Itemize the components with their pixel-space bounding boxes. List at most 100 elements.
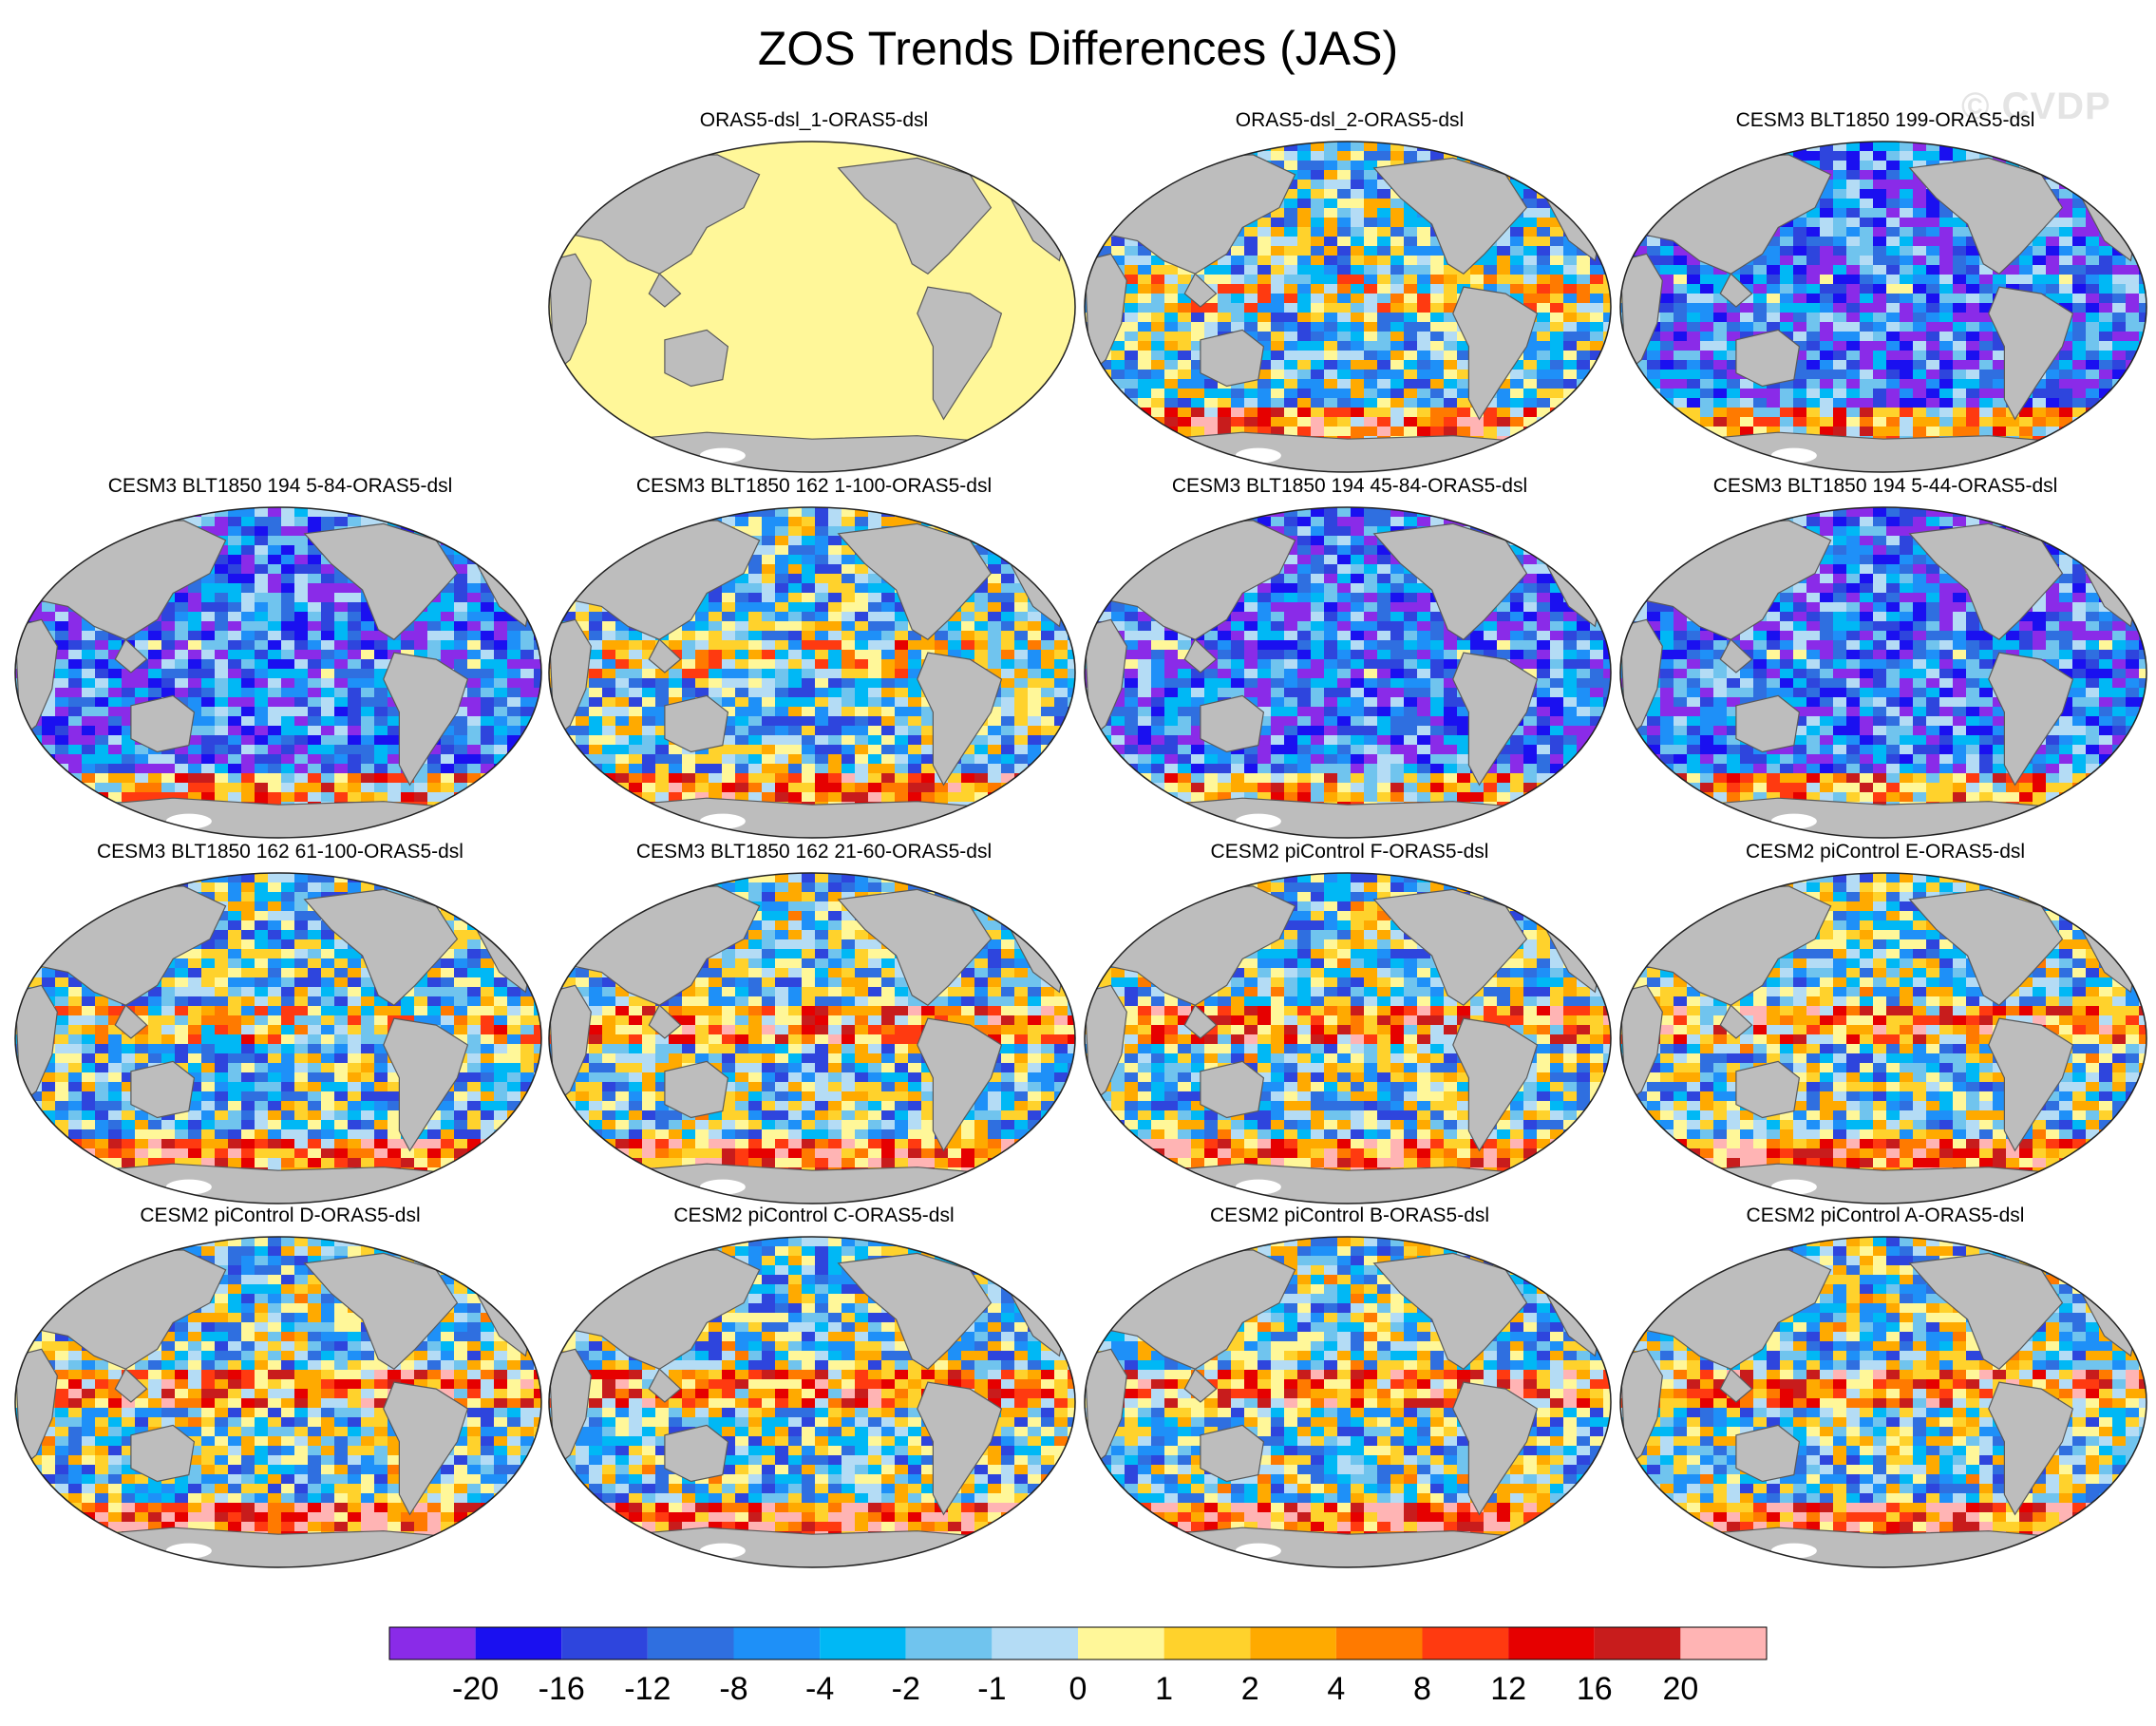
map-border — [1084, 1236, 1612, 1568]
panel-title: CESM2 piControl C-ORAS5-dsl — [673, 1204, 955, 1226]
panel-title: CESM3 BLT1850 194 5-44-ORAS5-dsl — [1712, 475, 2058, 497]
colorbar-tick-label: 1 — [1155, 1671, 1173, 1707]
map-panel: CESM2 piControl A-ORAS5-dsl — [1618, 1204, 2152, 1568]
world-map — [14, 506, 542, 839]
map-border — [14, 872, 542, 1204]
map-panel: CESM3 BLT1850 194 5-44-ORAS5-dsl — [1618, 475, 2152, 839]
map-border — [1619, 872, 2147, 1204]
land-mass — [1452, 1017, 1539, 1152]
colorbar-frame — [388, 1626, 1768, 1660]
land-mass — [1908, 522, 2064, 640]
land-mass — [1735, 694, 1801, 753]
world-map — [548, 141, 1076, 473]
map-border — [1619, 141, 2147, 473]
world-map — [14, 1236, 542, 1568]
map-panel: CESM3 BLT1850 194 5-84-ORAS5-dsl — [13, 475, 547, 839]
colorbar-swatch — [475, 1627, 562, 1660]
map-panel: CESM3 BLT1850 194 45-84-ORAS5-dsl — [1083, 475, 1617, 839]
colorbar-tick-label: -16 — [539, 1671, 585, 1707]
land-mass — [114, 638, 148, 673]
map-panel: CESM2 piControl F-ORAS5-dsl — [1083, 841, 1617, 1204]
land-mass — [1908, 157, 2064, 275]
map-panel: ORAS5-dsl_2-ORAS5-dsl — [1083, 109, 1617, 473]
map-panel: ORAS5-dsl_1-ORAS5-dsl — [547, 109, 1081, 473]
map-border — [1084, 506, 1612, 839]
land-mass — [130, 694, 196, 753]
land-mass — [1183, 638, 1218, 673]
land-mass — [1372, 157, 1528, 275]
colorbar-tick-label: 20 — [1662, 1671, 1698, 1707]
map-border — [1084, 141, 1612, 473]
colorbar-swatch — [992, 1627, 1078, 1660]
land-mass — [1988, 1381, 2074, 1516]
land-mass — [303, 1252, 459, 1370]
land-mass — [1719, 1368, 1753, 1403]
land-mass — [648, 638, 682, 673]
colorbar-tick-label: 4 — [1327, 1671, 1345, 1707]
land-mass — [114, 1368, 148, 1403]
land-mass — [383, 652, 469, 787]
world-map — [1084, 506, 1612, 839]
land-mass — [1988, 652, 2074, 787]
land-mass — [130, 1060, 196, 1119]
land-mass — [1988, 1017, 2074, 1152]
land-mass — [1719, 638, 1753, 673]
map-panel: CESM3 BLT1850 199-ORAS5-dsl — [1618, 109, 2152, 473]
land-mass — [664, 329, 729, 388]
land-mass — [1183, 1368, 1218, 1403]
land-mass — [837, 888, 993, 1006]
land-mass — [130, 1424, 196, 1483]
land-mass — [1735, 1060, 1801, 1119]
colorbar-tick-label: -20 — [452, 1671, 499, 1707]
land-mass — [917, 1381, 1003, 1516]
colorbar-swatch — [1078, 1627, 1164, 1660]
world-map — [548, 1236, 1076, 1568]
colorbar-tick-label: 8 — [1413, 1671, 1431, 1707]
colorbar-swatch — [647, 1627, 734, 1660]
world-map — [1084, 141, 1612, 473]
panel-title: ORAS5-dsl_2-ORAS5-dsl — [1235, 109, 1465, 131]
land-mass — [664, 1424, 729, 1483]
map-border — [548, 506, 1076, 839]
panel-title: CESM3 BLT1850 194 5-84-ORAS5-dsl — [107, 475, 453, 497]
land-mass — [917, 1017, 1003, 1152]
land-mass — [1452, 652, 1539, 787]
land-mass — [1908, 888, 2064, 1006]
land-mass — [837, 1252, 993, 1370]
world-map — [548, 872, 1076, 1204]
colorbar-swatch — [1163, 1627, 1251, 1660]
panel-title: CESM2 piControl D-ORAS5-dsl — [140, 1204, 421, 1226]
panel-title: CESM2 piControl F-ORAS5-dsl — [1210, 841, 1489, 863]
colorbar-swatch — [1250, 1627, 1336, 1660]
map-border — [548, 872, 1076, 1204]
land-mass — [1372, 1252, 1528, 1370]
map-border — [1619, 506, 2147, 839]
land-mass — [1200, 1060, 1265, 1119]
colorbar-swatch — [1594, 1627, 1681, 1660]
colorbar-swatch — [1508, 1627, 1595, 1660]
land-mass — [1452, 286, 1539, 421]
map-panel: CESM2 piControl D-ORAS5-dsl — [13, 1204, 547, 1568]
world-map — [1084, 872, 1612, 1204]
panel-title: CESM2 piControl E-ORAS5-dsl — [1745, 841, 2026, 863]
colorbar-swatch — [1335, 1627, 1423, 1660]
land-mass — [664, 1060, 729, 1119]
land-mass — [648, 1004, 682, 1039]
land-mass — [1719, 273, 1753, 308]
land-mass — [917, 652, 1003, 787]
panel-title: CESM2 piControl A-ORAS5-dsl — [1746, 1204, 2025, 1226]
panel-title: CESM2 piControl B-ORAS5-dsl — [1209, 1204, 1490, 1226]
colorbar-swatch — [389, 1627, 476, 1660]
land-mass — [303, 888, 459, 1006]
panel-title: CESM3 BLT1850 162 21-60-ORAS5-dsl — [635, 841, 993, 863]
panel-title: CESM3 BLT1850 194 45-84-ORAS5-dsl — [1171, 475, 1528, 497]
land-mass — [837, 157, 993, 275]
map-border — [548, 141, 1076, 473]
world-map — [1619, 141, 2147, 473]
land-mass — [303, 522, 459, 640]
colorbar-tick-label: 12 — [1490, 1671, 1526, 1707]
map-border — [1084, 872, 1612, 1204]
land-mass — [1372, 522, 1528, 640]
colorbar-tick-label: 0 — [1069, 1671, 1087, 1707]
